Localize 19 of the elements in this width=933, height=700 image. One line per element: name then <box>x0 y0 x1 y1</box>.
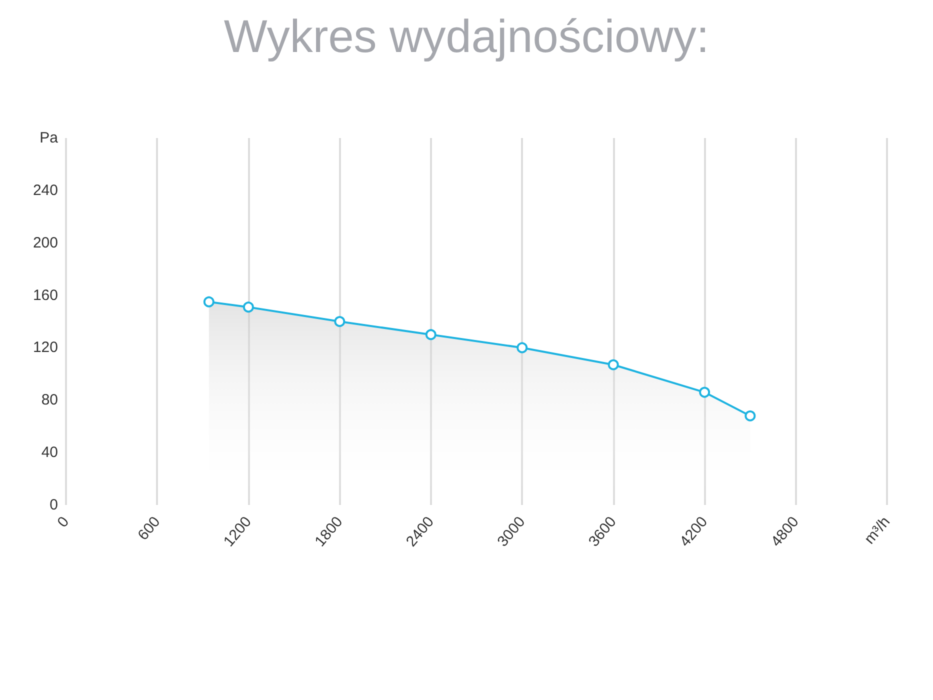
point <box>744 410 756 422</box>
y-tick-label: 0 <box>50 496 58 514</box>
y-tick-label: 240 <box>32 182 58 199</box>
x-tick-label: 600 <box>134 514 164 544</box>
y-tick-label: Pa <box>40 130 59 146</box>
y-tick-label: 40 <box>41 444 58 462</box>
point <box>425 329 436 340</box>
y-tick-label: 200 <box>32 234 58 252</box>
point <box>334 316 346 327</box>
point <box>516 342 528 354</box>
point <box>608 359 619 370</box>
point <box>699 386 710 398</box>
y-tick-label: 160 <box>32 286 58 304</box>
x-tick-label: 0 <box>54 514 73 531</box>
point <box>203 296 214 308</box>
y-tick-label: 120 <box>32 339 58 356</box>
point <box>242 302 254 313</box>
chart-title: Wykres wydajnościowy: <box>224 10 710 62</box>
y-tick-label: 80 <box>41 392 58 409</box>
